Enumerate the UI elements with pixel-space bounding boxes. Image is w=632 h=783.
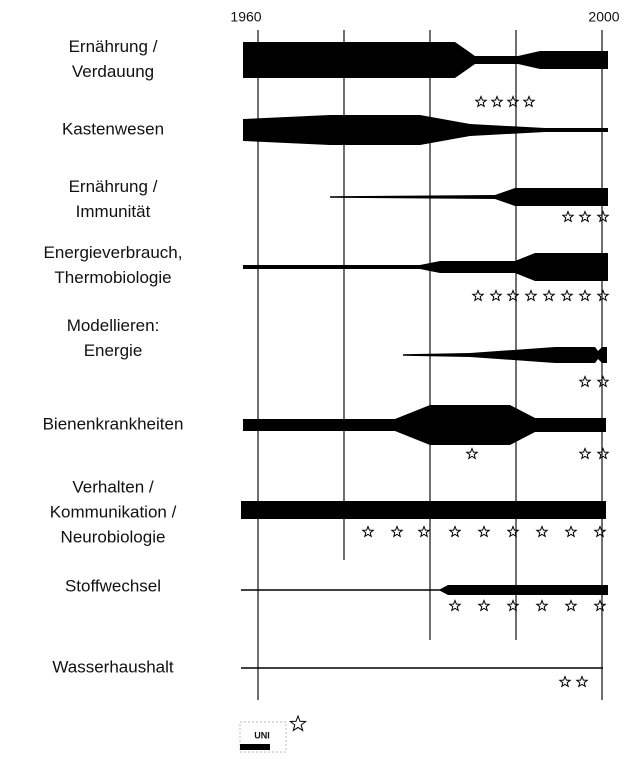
intensity-band (241, 667, 603, 669)
star (564, 525, 578, 538)
intensity-band (243, 115, 608, 145)
star (448, 525, 462, 538)
logo: UNI (239, 721, 287, 753)
topic-label: Modellieren: (67, 316, 160, 335)
intensity-band (241, 585, 608, 595)
star (578, 447, 592, 460)
star (465, 447, 479, 460)
star (474, 95, 488, 108)
star (477, 525, 491, 538)
star (593, 599, 607, 612)
topic-label: Kommunikation / (50, 502, 177, 521)
intensity-band (243, 253, 608, 281)
topic-label: Verdauung (72, 62, 154, 81)
topic-row: Energieverbrauch, Thermobiologie (44, 243, 610, 302)
intensity-band (243, 42, 608, 78)
star (489, 289, 503, 302)
star (535, 599, 549, 612)
star (506, 289, 520, 302)
topic-row: Modellieren: Energie (67, 316, 610, 388)
logo-star (289, 714, 307, 732)
star (390, 525, 404, 538)
topic-row: Ernährung / Immunität (69, 177, 610, 223)
star (558, 675, 572, 688)
star (535, 525, 549, 538)
topic-row: Bienenkrankheiten (43, 405, 610, 460)
intensity-band (403, 347, 607, 363)
topic-row: Stoffwechsel (65, 576, 608, 612)
intensity-band (243, 405, 606, 445)
topic-label: Energieverbrauch, (44, 243, 183, 262)
star (561, 210, 575, 223)
intensity-band (330, 188, 608, 206)
star (564, 599, 578, 612)
star (596, 447, 610, 460)
star (506, 525, 520, 538)
star (524, 289, 538, 302)
intensity-band (241, 501, 606, 519)
logo-text: UNI (254, 730, 270, 740)
topic-label: Ernährung / (69, 177, 158, 196)
star (596, 289, 610, 302)
topic-row: Wasserhaushalt (52, 657, 603, 688)
star (542, 289, 556, 302)
topic-row: Ernährung / Verdauung (69, 37, 608, 108)
topic-label: Wasserhaushalt (52, 657, 174, 676)
star (578, 375, 592, 388)
topic-label: Neurobiologie (61, 527, 166, 546)
star (596, 210, 610, 223)
star (477, 599, 491, 612)
star (471, 289, 485, 302)
star (578, 289, 592, 302)
star (596, 375, 610, 388)
topic-label: Energie (84, 341, 143, 360)
star (361, 525, 375, 538)
axis-start: 1960 (230, 9, 261, 25)
star (490, 95, 504, 108)
topic-label: Immunität (76, 202, 151, 221)
topic-label: Bienenkrankheiten (43, 414, 184, 433)
star (593, 525, 607, 538)
logo-bar (240, 744, 270, 750)
axis-end: 2000 (588, 9, 619, 25)
star (578, 210, 592, 223)
topic-label: Ernährung / (69, 37, 158, 56)
topic-row: Verhalten / Kommunikation / Neurobiologie (50, 477, 607, 546)
topic-row: Kastenwesen (62, 115, 608, 145)
star (560, 289, 574, 302)
star (417, 525, 431, 538)
star (575, 675, 589, 688)
star (448, 599, 462, 612)
topic-label: Verhalten / (72, 477, 154, 496)
topic-label: Thermobiologie (54, 268, 171, 287)
star (506, 95, 520, 108)
topic-label: Kastenwesen (62, 119, 164, 138)
star (506, 599, 520, 612)
star (522, 95, 536, 108)
topic-label: Stoffwechsel (65, 576, 161, 595)
